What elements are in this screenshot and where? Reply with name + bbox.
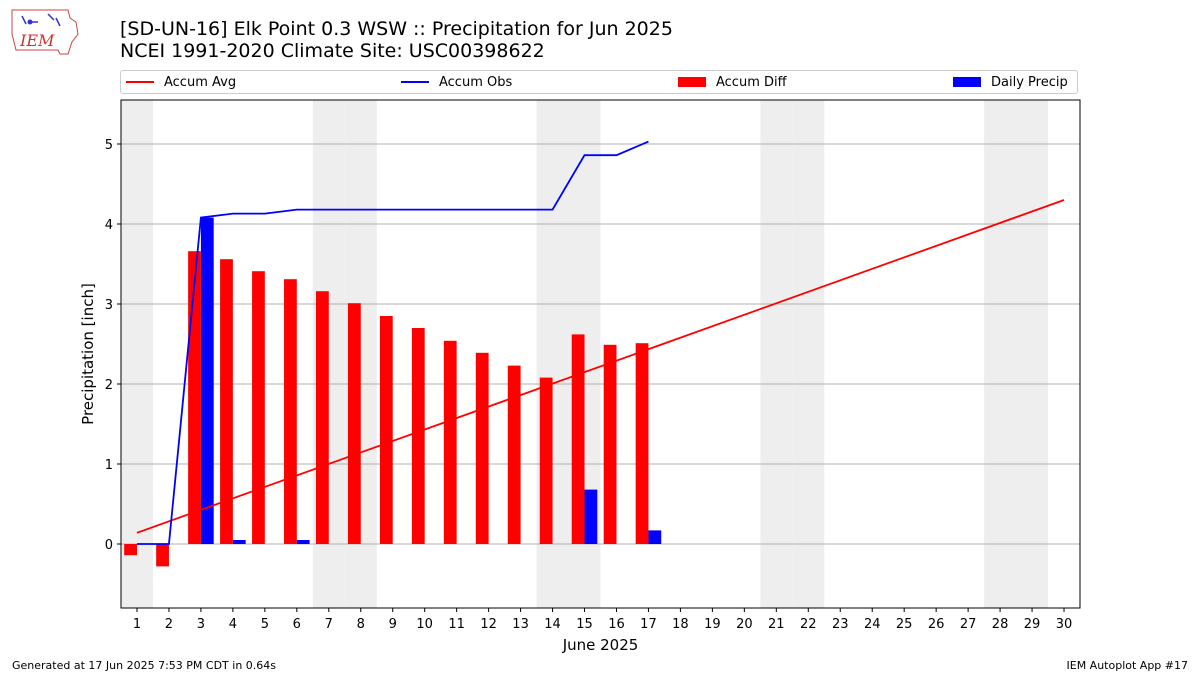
x-tick-label-21: 21 (768, 617, 785, 632)
chart-title: [SD-UN-16] Elk Point 0.3 WSW :: Precipit… (120, 18, 673, 40)
accum-diff-bar-day-15 (571, 334, 585, 544)
legend-item-accum-obs: Accum Obs (401, 71, 512, 93)
x-tick-label-9: 9 (389, 617, 397, 632)
legend-item-daily-precip: Daily Precip (953, 71, 1068, 93)
legend-swatch-accum-diff (678, 77, 706, 87)
iem-logo: IEM (11, 9, 79, 55)
x-tick-label-3: 3 (197, 617, 205, 632)
bar-series (124, 217, 662, 567)
daily-precip-bar-day-6 (296, 540, 310, 544)
x-tick-label-15: 15 (576, 617, 593, 632)
daily-precip-bar-day-4 (232, 540, 246, 544)
x-tick-label-2: 2 (165, 617, 173, 632)
x-tick-label-27: 27 (960, 617, 977, 632)
x-tick-label-6: 6 (293, 617, 301, 632)
legend-item-accum-diff: Accum Diff (678, 71, 787, 93)
accum-diff-bar-day-16 (603, 344, 617, 544)
x-tick-label-17: 17 (640, 617, 657, 632)
chart-legend: Accum Avg Accum Obs Accum Diff Daily Pre… (120, 70, 1078, 94)
accum-diff-bar-day-17 (635, 343, 649, 544)
x-tick-label-26: 26 (928, 617, 945, 632)
x-tick-label-18: 18 (672, 617, 689, 632)
accum-obs-line (136, 140, 649, 545)
accum-diff-bar-day-7 (315, 291, 329, 544)
legend-label-accum-obs: Accum Obs (439, 74, 513, 90)
accum-diff-bar-day-6 (284, 279, 297, 544)
x-tick-label-22: 22 (800, 617, 817, 632)
accum-diff-bar-day-12 (475, 352, 489, 544)
legend-label-accum-diff: Accum Diff (716, 74, 787, 90)
x-tick-label-8: 8 (357, 617, 365, 632)
legend-swatch-accum-obs (401, 81, 429, 83)
accum-avg-line (136, 199, 1065, 534)
plot-frame (120, 99, 1081, 609)
x-tick-label-5: 5 (261, 617, 269, 632)
accum-diff-bar-day-3 (188, 251, 201, 544)
x-tick-label-16: 16 (608, 617, 625, 632)
daily-precip-bar-day-17 (648, 530, 662, 544)
x-tick-label-12: 12 (480, 617, 497, 632)
y-tick-label-5: 5 (105, 138, 113, 153)
x-tick-label-30: 30 (1056, 617, 1073, 632)
y-tick-label-0: 0 (105, 538, 113, 553)
x-tick-label-14: 14 (544, 617, 561, 632)
x-tick-label-29: 29 (1024, 617, 1041, 632)
accum-diff-bar-day-10 (411, 328, 425, 544)
accum-diff-bar-day-9 (379, 316, 393, 544)
accum-diff-bar-day-8 (347, 303, 361, 544)
x-tick-label-19: 19 (704, 617, 721, 632)
line-series (136, 140, 1065, 545)
logo-text: IEM (19, 31, 55, 50)
weekend-shade-day-1 (121, 100, 153, 608)
x-tick-label-20: 20 (736, 617, 753, 632)
legend-label-daily-precip: Daily Precip (991, 74, 1068, 90)
accum-diff-bar-day-2 (156, 544, 169, 567)
x-tick-label-23: 23 (832, 617, 849, 632)
weekend-shade-day-22 (792, 100, 825, 608)
accum-diff-bar-day-1 (124, 544, 137, 556)
x-tick-label-28: 28 (992, 617, 1009, 632)
x-tick-label-13: 13 (512, 617, 529, 632)
x-tick-label-11: 11 (448, 617, 465, 632)
y-tick-label-3: 3 (105, 298, 113, 313)
x-axis-label: June 2025 (562, 636, 639, 654)
accum-diff-bar-day-5 (252, 271, 265, 544)
x-tick-label-1: 1 (133, 617, 141, 632)
legend-swatch-daily-precip (953, 77, 981, 87)
weekend-shade-day-28 (984, 100, 1017, 608)
x-tick-label-10: 10 (416, 617, 433, 632)
daily-precip-bar-day-15 (584, 489, 598, 544)
accum-diff-bar-day-14 (539, 377, 553, 544)
accum-diff-bar-day-11 (443, 340, 457, 544)
grid-lines (121, 143, 1080, 545)
y-tick-label-2: 2 (105, 378, 113, 393)
x-tick-label-4: 4 (229, 617, 237, 632)
accum-diff-bar-day-4 (220, 259, 233, 544)
legend-label-accum-avg: Accum Avg (164, 74, 237, 90)
x-tick-label-7: 7 (325, 617, 333, 632)
weekend-shade-day-29 (1016, 100, 1049, 608)
legend-item-accum-avg: Accum Avg (126, 71, 236, 93)
legend-swatch-accum-avg (126, 81, 154, 83)
y-tick-label-1: 1 (105, 458, 113, 473)
weekend-shade-day-21 (760, 100, 793, 608)
y-axis-label: Precipitation [inch] (79, 283, 97, 425)
chart-subtitle: NCEI 1991-2020 Climate Site: USC00398622 (120, 40, 545, 62)
y-tick-label-4: 4 (105, 218, 113, 233)
x-tick-label-25: 25 (896, 617, 913, 632)
x-tick-label-24: 24 (864, 617, 881, 632)
footer-app-text: IEM Autoplot App #17 (1066, 659, 1189, 672)
accum-diff-bar-day-13 (507, 365, 521, 544)
daily-precip-bar-day-3 (200, 217, 214, 544)
footer-generated-text: Generated at 17 Jun 2025 7:53 PM CDT in … (12, 659, 277, 672)
